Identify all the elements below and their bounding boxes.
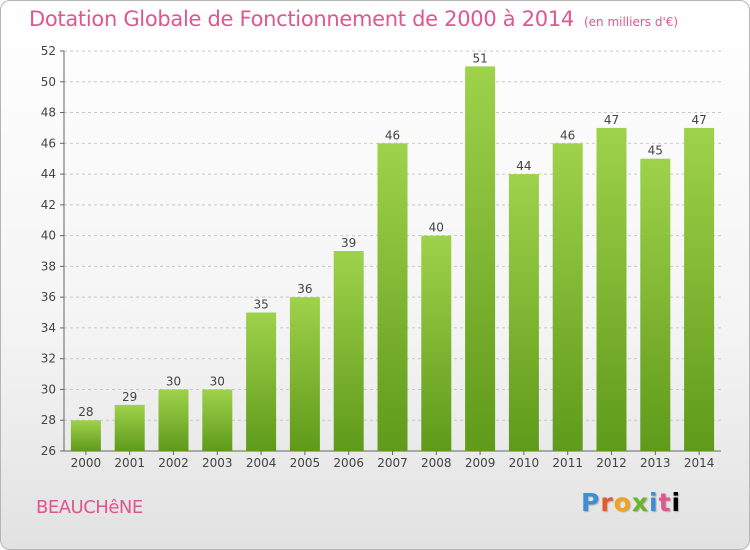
x-axis-labels: 2000 2001 2002 2003 2004 2005 2006 2007 2008 2009… xyxy=(71,451,715,470)
bar-value-label: 46 xyxy=(385,128,400,142)
x-tick-label: 2007 xyxy=(377,456,408,470)
bar xyxy=(640,158,671,451)
chart-title-unit: (en milliers d'€) xyxy=(583,15,679,29)
x-tick-label: 2000 xyxy=(71,456,102,470)
x-tick-label: 2010 xyxy=(509,456,540,470)
bar xyxy=(246,312,277,451)
bar-value-label: 47 xyxy=(604,113,619,127)
y-tick-label: 52 xyxy=(41,44,56,58)
chart-title: Dotation Globale de Fonctionnement de 20… xyxy=(29,7,678,31)
y-tick-label: 42 xyxy=(41,198,56,212)
y-tick-label: 44 xyxy=(41,167,56,181)
bar-value-label: 28 xyxy=(78,405,93,419)
x-tick-label: 2011 xyxy=(552,456,583,470)
logo-letter: i xyxy=(671,488,682,517)
commune-name: BEAUCHêNE xyxy=(36,497,143,518)
y-tick-label: 32 xyxy=(41,352,56,366)
bar xyxy=(333,251,364,451)
x-tick-label: 2009 xyxy=(465,456,496,470)
x-tick-label: 2005 xyxy=(290,456,321,470)
y-tick-label: 28 xyxy=(41,413,56,427)
y-tick-label: 38 xyxy=(41,259,56,273)
y-tick-label: 36 xyxy=(41,290,56,304)
bar xyxy=(508,174,539,452)
bar xyxy=(552,143,583,452)
bar-chart: 26 28 30 32 34 36 38 40 42 44 46 48 50 52 28 29 30 30 35 3… xyxy=(41,44,721,470)
bar-value-label: 29 xyxy=(122,390,137,404)
x-tick-label: 2004 xyxy=(246,456,277,470)
bar xyxy=(465,66,496,451)
bar xyxy=(114,404,145,451)
proxiti-logo: Proxiti xyxy=(581,488,681,517)
bar-value-label: 30 xyxy=(210,374,225,388)
bar xyxy=(289,297,320,451)
x-tick-label: 2012 xyxy=(596,456,627,470)
bar xyxy=(684,127,715,451)
y-tick-label: 26 xyxy=(41,444,56,458)
bar xyxy=(377,143,408,452)
bar-value-label: 36 xyxy=(297,282,312,296)
x-tick-label: 2003 xyxy=(202,456,233,470)
bars: 28 29 30 30 35 36 39 46 40 51 44 46 47 45 47 xyxy=(70,51,715,452)
bar-value-label: 45 xyxy=(648,144,663,158)
logo-letter: o xyxy=(613,488,632,517)
bar xyxy=(202,389,233,451)
logo-letter: P xyxy=(581,488,601,517)
y-tick-label: 40 xyxy=(41,229,56,243)
logo-letter: x xyxy=(631,488,649,517)
bar xyxy=(70,420,101,451)
bar xyxy=(421,235,452,451)
logo-letter: t xyxy=(658,488,672,517)
bar-value-label: 47 xyxy=(691,113,706,127)
y-axis: 26 28 30 32 34 36 38 40 42 44 46 48 50 52 xyxy=(41,44,721,458)
x-tick-label: 2006 xyxy=(333,456,364,470)
x-tick-label: 2002 xyxy=(158,456,189,470)
logo-letter: i xyxy=(649,488,659,517)
x-tick-label: 2014 xyxy=(684,456,715,470)
x-tick-label: 2008 xyxy=(421,456,452,470)
bar-value-label: 46 xyxy=(560,128,575,142)
bar-value-label: 35 xyxy=(253,298,268,312)
y-tick-label: 30 xyxy=(41,382,56,396)
logo-letter: r xyxy=(600,488,614,517)
y-tick-label: 50 xyxy=(41,75,56,89)
bar-value-label: 51 xyxy=(472,51,487,65)
y-tick-label: 34 xyxy=(41,321,56,335)
x-tick-label: 2001 xyxy=(114,456,145,470)
chart-title-main: Dotation Globale de Fonctionnement de 20… xyxy=(29,7,574,31)
bar-value-label: 30 xyxy=(166,374,181,388)
bar xyxy=(596,127,627,451)
bar-value-label: 40 xyxy=(429,221,444,235)
y-tick-label: 46 xyxy=(41,136,56,150)
x-tick-label: 2013 xyxy=(640,456,671,470)
bar-value-label: 39 xyxy=(341,236,356,250)
bar-value-label: 44 xyxy=(516,159,531,173)
y-tick-label: 48 xyxy=(41,106,56,120)
bar xyxy=(158,389,189,451)
